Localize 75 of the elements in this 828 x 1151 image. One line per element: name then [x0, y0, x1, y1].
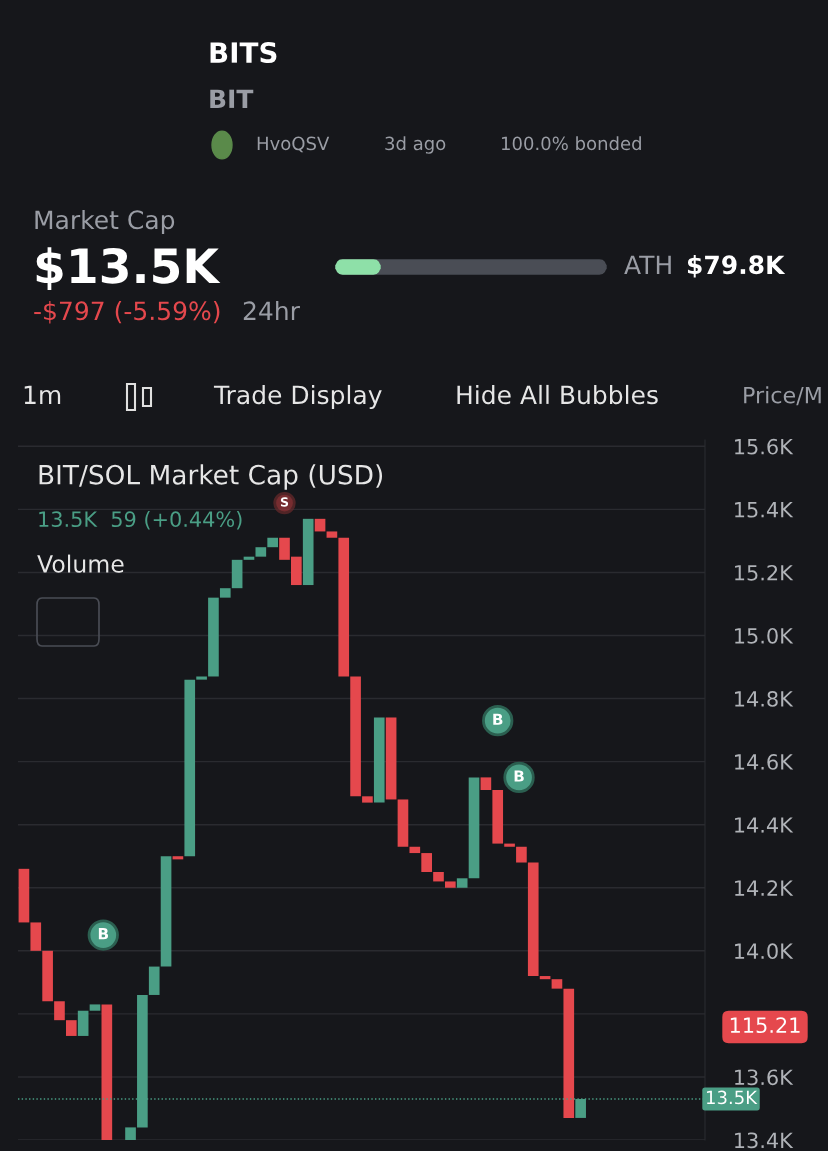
annotation: S	[280, 497, 289, 507]
candlestick	[30, 922, 42, 951]
candlestick	[456, 878, 468, 888]
candlestick	[492, 790, 504, 844]
candlestick	[125, 1127, 136, 1140]
annotation: B	[493, 713, 503, 725]
candlestick	[326, 531, 338, 538]
candlestick	[350, 676, 361, 797]
annotation: Volume	[37, 554, 124, 573]
candlestick	[527, 862, 539, 977]
text: 1m	[24, 385, 61, 404]
candlestick	[219, 588, 231, 598]
candlestick	[397, 799, 409, 847]
annotation: B	[98, 928, 109, 940]
text: 100.0% bonded	[501, 136, 641, 151]
text: ATH	[624, 255, 671, 274]
candlestick	[445, 881, 456, 888]
candlestick	[362, 796, 373, 803]
candlestick	[551, 979, 563, 989]
y-tick-label: 15.4K	[735, 502, 794, 518]
text: 115.21	[730, 1017, 800, 1034]
candlestick	[468, 777, 480, 879]
text: $13.5K	[36, 247, 221, 290]
candlestick	[77, 1010, 89, 1036]
y-tick-label: 14.6K	[735, 754, 794, 770]
text: BIT	[210, 89, 254, 108]
y-tick-label: 15.6K	[735, 438, 794, 455]
text: HvoQSV	[257, 136, 330, 153]
candlestick	[421, 853, 432, 872]
candlestick	[65, 1020, 77, 1036]
candlestick	[433, 871, 444, 882]
text: 13.5K 59 (+0.44%)	[39, 510, 242, 530]
ref-line-label: 13.5K	[706, 1090, 758, 1105]
candlestick	[89, 1004, 101, 1011]
candlestick	[338, 537, 350, 677]
text: Price/M	[744, 386, 821, 406]
candlestick	[184, 679, 196, 857]
candlestick	[314, 518, 326, 532]
candlestick	[231, 559, 243, 589]
y-tick-label: 13.6K	[735, 1069, 794, 1086]
text: Market Cap	[35, 209, 175, 235]
candlestick	[18, 868, 30, 923]
candlestick	[516, 846, 527, 863]
candlestick	[267, 537, 278, 548]
candlestick	[385, 717, 397, 800]
y-tick-label: 14.0K	[735, 943, 794, 960]
y-tick-label: 15.2K	[735, 564, 794, 581]
candlestick	[255, 547, 267, 557]
annotation: B	[514, 770, 524, 782]
candlestick	[54, 1001, 65, 1021]
candlestick	[101, 1004, 113, 1140]
text: Trade Display	[213, 384, 382, 410]
candlestick	[196, 676, 207, 680]
candlestick	[504, 843, 515, 847]
candlestick	[563, 988, 575, 1118]
y-tick-label: 14.4K	[735, 817, 794, 833]
candlestick	[480, 777, 492, 790]
candlestick	[148, 966, 160, 995]
y-tick-label: 13.4K	[735, 1132, 794, 1149]
candlestick	[160, 856, 172, 967]
candlestick	[373, 717, 385, 803]
candlestick	[42, 950, 53, 1002]
candlestick	[208, 597, 219, 677]
text: $79.8K	[687, 254, 786, 278]
text: BITS	[210, 42, 277, 64]
text: Hide All Bubbles	[457, 384, 658, 405]
candlestick	[409, 846, 421, 854]
y-tick-label: 15.0K	[735, 627, 794, 644]
candlestick	[302, 518, 314, 586]
y-tick-label: 14.8K	[735, 691, 794, 707]
text: BIT/SOL Market Cap (USD)	[39, 464, 383, 490]
text: 24hr	[243, 300, 300, 320]
text: 3d ago	[385, 136, 446, 154]
text: -$797 (-5.59%)	[34, 300, 220, 324]
y-tick-label: 14.2K	[735, 880, 794, 896]
